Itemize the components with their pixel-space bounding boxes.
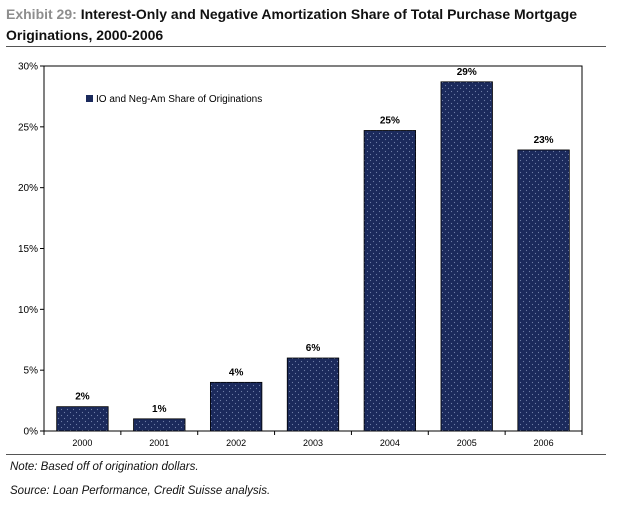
title-divider — [6, 46, 606, 47]
exhibit-number: Exhibit 29: — [6, 6, 77, 22]
data-label-2000: 2% — [75, 392, 90, 403]
x-tick-label-2003: 2003 — [303, 438, 323, 448]
bar-2003 — [286, 357, 340, 432]
y-tick-label: 0% — [24, 427, 39, 438]
x-tick-label-2001: 2001 — [149, 438, 169, 448]
chart-title: Exhibit 29: Interest-Only and Negative A… — [6, 4, 606, 46]
legend-swatch — [86, 95, 93, 102]
bar-2001 — [133, 418, 186, 432]
y-tick-label: 25% — [18, 122, 38, 133]
y-tick-label: 30% — [18, 62, 38, 73]
footer-divider — [6, 454, 606, 455]
footnote: Note: Based off of origination dollars. — [10, 461, 199, 473]
source-note: Source: Loan Performance, Credit Suisse … — [10, 485, 271, 497]
bar-2004 — [363, 130, 417, 432]
y-tick-label: 15% — [18, 244, 38, 255]
title-line-2: Originations, 2000-2006 — [6, 27, 164, 43]
title-line-1: Interest-Only and Negative Amortization … — [80, 6, 577, 22]
y-tick-label: 5% — [24, 366, 39, 377]
x-tick-label-2006: 2006 — [534, 438, 554, 448]
x-tick-label-2002: 2002 — [226, 438, 246, 448]
bar-2002 — [209, 381, 263, 432]
data-label-2002: 4% — [229, 367, 244, 378]
data-label-2006: 23% — [534, 135, 554, 146]
bar-2006 — [517, 149, 570, 432]
data-label-2003: 6% — [306, 343, 321, 354]
legend-label: IO and Neg-Am Share of Originations — [96, 94, 262, 105]
data-label-2001: 1% — [152, 404, 167, 415]
plot-area: 0% 5% 10% 15% 20% 25% 30% 2% 2000 1% 2001 4% 2002 6% 2… — [18, 62, 583, 448]
x-tick-label-2004: 2004 — [380, 438, 400, 448]
y-tick-label: 10% — [18, 305, 38, 316]
bar-chart: 0% 5% 10% 15% 20% 25% 30% 2% 2000 1% 2001 4% 2002 6% 2… — [18, 62, 583, 448]
x-tick-label-2005: 2005 — [457, 438, 477, 448]
data-label-2004: 25% — [380, 115, 400, 126]
bar-2005 — [440, 81, 493, 432]
data-label-2005: 29% — [457, 67, 477, 78]
y-tick-label: 20% — [18, 183, 38, 194]
x-tick-label-2000: 2000 — [72, 438, 92, 448]
bar-2000 — [56, 406, 109, 432]
